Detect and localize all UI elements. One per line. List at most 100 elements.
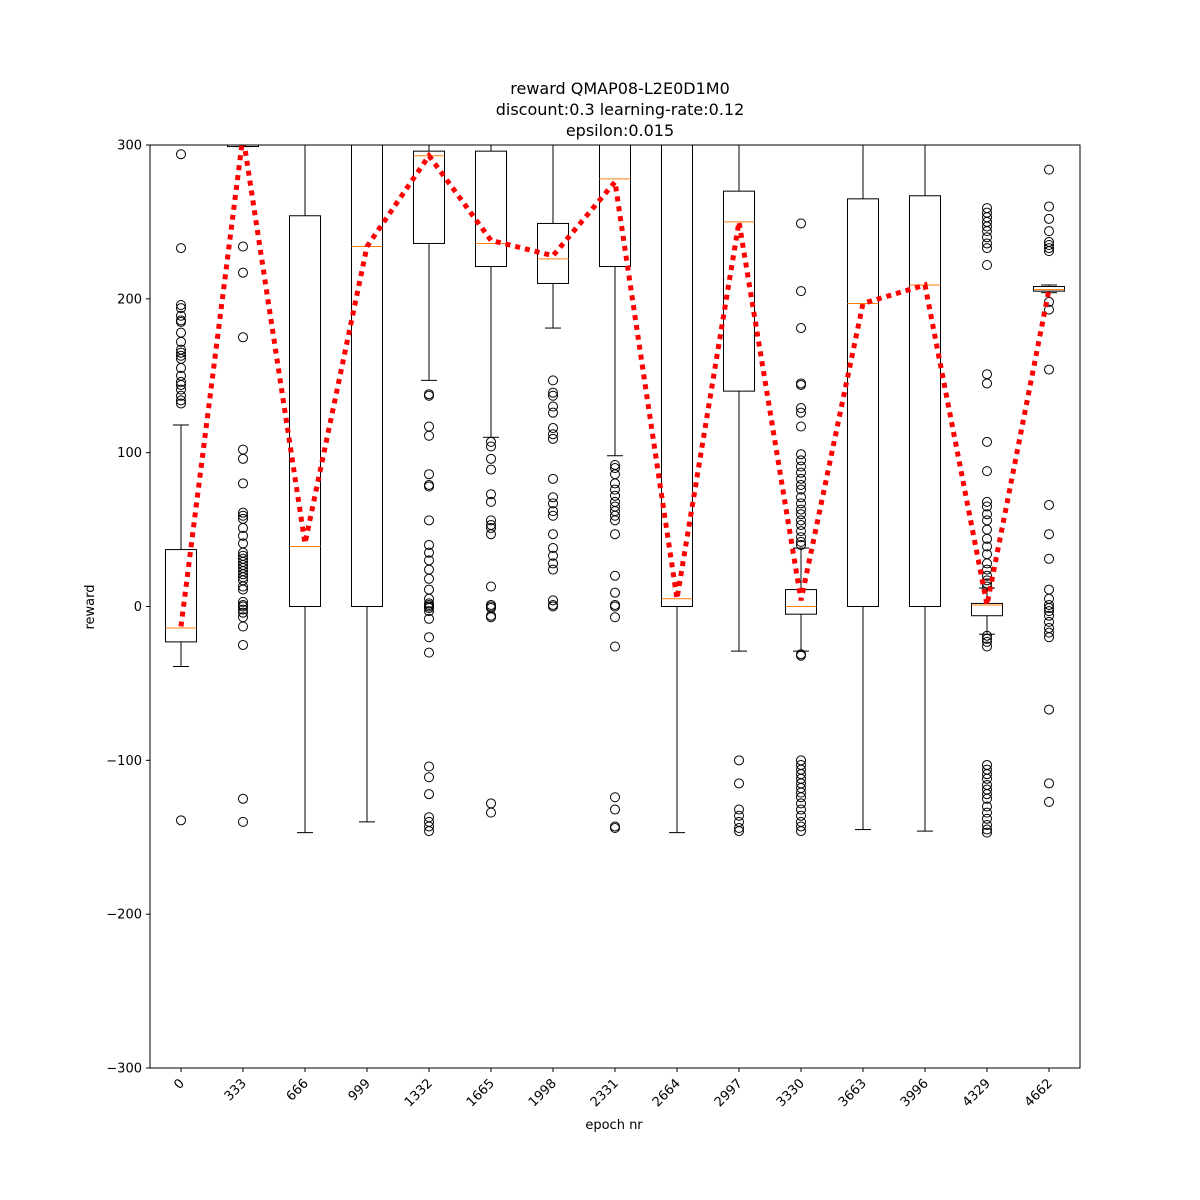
outlier-point xyxy=(982,819,992,830)
outlier-point xyxy=(548,498,558,509)
outlier-point xyxy=(982,813,992,824)
box-3996 xyxy=(909,144,941,832)
chart-title-line-3: epsilon:0.015 xyxy=(566,121,674,140)
outlier-point xyxy=(424,430,434,441)
outlier-point xyxy=(796,407,806,418)
outlier-point xyxy=(796,484,806,495)
outlier-point xyxy=(548,433,558,444)
outlier-point xyxy=(796,421,806,432)
outlier-point xyxy=(424,826,434,837)
outlier-point xyxy=(548,595,558,606)
outlier-point xyxy=(176,310,186,321)
outlier-point xyxy=(548,550,558,561)
outlier-point xyxy=(238,507,248,518)
outlier-point xyxy=(548,429,558,440)
outlier-point xyxy=(610,478,620,489)
outlier-point xyxy=(982,570,992,581)
outlier-point xyxy=(1044,599,1054,610)
outlier-point xyxy=(176,336,186,347)
outlier-point xyxy=(982,630,992,641)
outlier-point xyxy=(486,529,496,540)
outlier-point xyxy=(548,387,558,398)
outlier-point xyxy=(610,529,620,540)
outlier-point xyxy=(610,823,620,834)
outlier-point xyxy=(734,810,744,821)
outlier-point xyxy=(982,633,992,644)
outlier-point xyxy=(982,226,992,237)
outlier-point xyxy=(796,504,806,515)
outlier-point xyxy=(982,773,992,784)
outlier-point xyxy=(610,463,620,474)
outlier-point xyxy=(548,407,558,418)
y-tick-label: 100 xyxy=(117,446,142,461)
outlier-point xyxy=(176,347,186,358)
outlier-point xyxy=(424,603,434,614)
outlier-point xyxy=(176,390,186,401)
outlier-point xyxy=(796,650,806,661)
iqr-box xyxy=(723,190,755,392)
outlier-point xyxy=(238,639,248,650)
outlier-point xyxy=(982,541,992,552)
outlier-point xyxy=(238,478,248,489)
outlier-point xyxy=(176,363,186,374)
outlier-point xyxy=(1044,164,1054,175)
outlier-point xyxy=(548,543,558,554)
outlier-point xyxy=(548,558,558,569)
outlier-point xyxy=(486,612,496,623)
y-tick-label: −100 xyxy=(106,754,142,769)
outlier-point xyxy=(238,453,248,464)
outlier-point xyxy=(796,403,806,414)
outlier-point xyxy=(610,490,620,501)
outlier-point xyxy=(982,581,992,592)
outlier-point xyxy=(982,238,992,249)
outlier-point xyxy=(176,243,186,254)
outlier-point xyxy=(1044,796,1054,807)
outlier-point xyxy=(238,569,248,580)
outlier-point xyxy=(796,539,806,550)
outlier-point xyxy=(796,792,806,803)
outlier-point xyxy=(486,441,496,452)
outlier-point xyxy=(238,510,248,521)
outlier-point xyxy=(610,515,620,526)
outlier-point xyxy=(424,515,434,526)
outlier-point xyxy=(1044,243,1054,254)
outlier-point xyxy=(610,587,620,598)
outlier-point xyxy=(176,398,186,409)
outlier-point xyxy=(1044,616,1054,627)
outlier-point xyxy=(982,243,992,254)
outlier-point xyxy=(734,755,744,766)
iqr-box xyxy=(289,215,321,607)
outlier-point xyxy=(796,509,806,520)
outlier-point xyxy=(796,286,806,297)
outlier-point xyxy=(796,323,806,334)
outlier-point xyxy=(610,641,620,652)
outlier-point xyxy=(424,573,434,584)
outlier-point xyxy=(734,823,744,834)
box-0 xyxy=(165,149,197,826)
outlier-point xyxy=(982,641,992,652)
outlier-point xyxy=(238,621,248,632)
outlier-point xyxy=(176,350,186,361)
outlier-point xyxy=(734,826,744,837)
outlier-point xyxy=(796,449,806,460)
outlier-point xyxy=(982,533,992,544)
outlier-point xyxy=(548,601,558,612)
outlier-point xyxy=(982,496,992,507)
outlier-point xyxy=(982,378,992,389)
y-tick-label: −300 xyxy=(106,1062,142,1077)
outlier-point xyxy=(176,299,186,310)
outlier-point xyxy=(796,810,806,821)
outlier-point xyxy=(1044,499,1054,510)
chart-title-line-1: reward QMAP08-L2E0D1M0 xyxy=(510,79,730,98)
outlier-point xyxy=(1044,213,1054,224)
outlier-point xyxy=(1044,226,1054,237)
outlier-point xyxy=(548,423,558,434)
outlier-point xyxy=(238,793,248,804)
outlier-point xyxy=(610,484,620,495)
outlier-point xyxy=(424,761,434,772)
outlier-point xyxy=(1044,529,1054,540)
outlier-point xyxy=(982,232,992,243)
outlier-point xyxy=(424,390,434,401)
iqr-box xyxy=(413,150,445,244)
outlier-point xyxy=(424,606,434,617)
